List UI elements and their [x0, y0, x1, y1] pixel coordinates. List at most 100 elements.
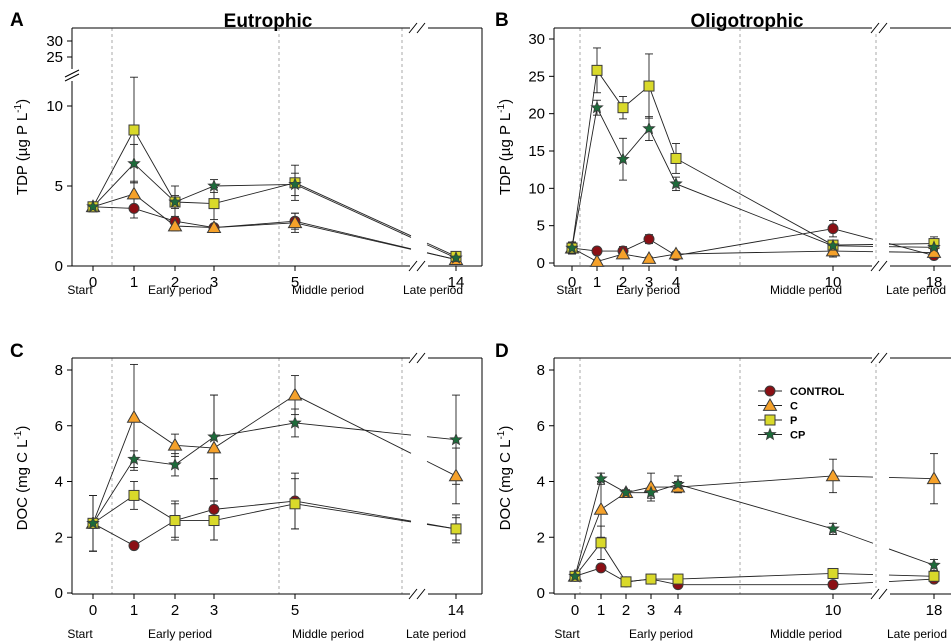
x-tick-label: 4	[674, 602, 682, 619]
point-c	[206, 220, 222, 233]
axis-break-slash	[408, 352, 418, 364]
point-cp	[565, 240, 579, 254]
point-cp	[669, 176, 683, 190]
point-c	[589, 253, 605, 267]
axis-break-slash	[408, 588, 418, 600]
period-label: Middle period	[770, 627, 842, 641]
legend-marker-cp	[763, 427, 777, 441]
series-line-cp	[832, 528, 874, 544]
y-tick-label: 0	[537, 585, 545, 602]
y-tick-label: 10	[46, 98, 63, 115]
point-p	[289, 498, 301, 510]
point-c	[641, 251, 657, 264]
point-p	[128, 124, 140, 136]
series-line-cp	[294, 183, 412, 238]
axis-break-slash	[878, 352, 888, 364]
x-axis-break	[870, 260, 890, 272]
y-tick-label: 20	[528, 106, 545, 123]
point-c	[167, 437, 183, 451]
point-cp	[568, 569, 582, 582]
series-line-p	[832, 244, 874, 246]
point-c	[593, 501, 609, 515]
period-label: Start	[67, 283, 93, 297]
series-line-cp	[92, 422, 296, 524]
point-c	[126, 186, 142, 200]
top-axis-break	[408, 352, 428, 364]
y-axis-label: DOC (mg C L-1)	[13, 426, 31, 531]
point-cp	[927, 557, 941, 571]
series-group	[85, 363, 464, 552]
x-axis-break	[870, 588, 890, 600]
series-line-p	[888, 243, 935, 245]
x-tick-label: 3	[210, 602, 218, 619]
point-cp	[168, 457, 182, 471]
series-line-c	[888, 477, 935, 480]
point-cp	[826, 521, 840, 535]
point-c	[615, 246, 631, 260]
x-tick-label: 1	[130, 602, 138, 619]
series-line-p	[888, 574, 935, 577]
y-tick-label: 6	[55, 418, 63, 435]
y-tick-label: 30	[528, 31, 545, 48]
series-group	[85, 76, 464, 266]
y-tick-label: 4	[537, 474, 545, 491]
series-group	[567, 453, 942, 591]
x-tick-label: 5	[291, 602, 299, 619]
point-cp	[449, 250, 463, 264]
panel-letter: B	[495, 10, 509, 31]
period-label: Middle period	[292, 627, 364, 641]
point-c	[167, 218, 183, 232]
y-axis-label-sup: -1	[496, 103, 507, 112]
point-c	[206, 440, 222, 454]
point-cp	[86, 199, 100, 213]
y-axis-label-sup: -1	[13, 430, 24, 439]
y-tick-label: 2	[537, 529, 545, 546]
x-tick-label: 0	[568, 274, 576, 291]
y-tick-label: 0	[55, 585, 63, 602]
point-cp	[616, 152, 630, 165]
point-p	[827, 567, 839, 579]
axis-break-slash	[408, 22, 418, 34]
series-line-p	[92, 129, 296, 208]
point-cp	[826, 238, 840, 252]
series-line-c	[832, 250, 874, 253]
axis-break-slash	[870, 22, 880, 34]
legend-marker-c	[762, 397, 778, 411]
period-label: Middle period	[292, 283, 364, 297]
x-tick-label: 18	[926, 602, 943, 619]
axis-break-slash	[870, 260, 880, 272]
point-control	[827, 223, 839, 235]
legend: CONTROL CP CP	[758, 385, 845, 442]
series-line-c	[571, 247, 834, 262]
period-label: Early period	[148, 283, 212, 297]
point-control	[643, 233, 655, 245]
point-p	[208, 515, 220, 527]
point-p	[169, 515, 181, 527]
series-line-control	[92, 500, 296, 547]
point-c	[287, 215, 303, 229]
period-label: Start	[556, 283, 582, 297]
y-tick-label: 10	[528, 180, 545, 197]
top-axis-break	[408, 22, 428, 34]
panel-letter: D	[495, 341, 509, 362]
x-tick-label: 3	[645, 274, 653, 291]
point-cp	[288, 415, 302, 429]
x-tick-label: 2	[619, 274, 627, 291]
point-control	[208, 503, 220, 515]
x-tick-label: 1	[130, 274, 138, 291]
point-p	[928, 570, 940, 582]
legend-marker-control	[764, 385, 776, 397]
period-label: Middle period	[770, 283, 842, 297]
x-tick-label: 1	[593, 274, 601, 291]
point-p	[617, 102, 629, 114]
point-control	[128, 540, 140, 552]
point-cp	[927, 240, 941, 254]
panel-title: Eutrophic	[224, 11, 313, 32]
legend-label: CP	[790, 430, 805, 442]
point-cp	[594, 471, 608, 485]
point-p	[450, 523, 462, 535]
panel-letter: A	[10, 10, 24, 31]
y-axis-label-sup: -1	[496, 430, 507, 439]
point-p	[591, 64, 603, 76]
